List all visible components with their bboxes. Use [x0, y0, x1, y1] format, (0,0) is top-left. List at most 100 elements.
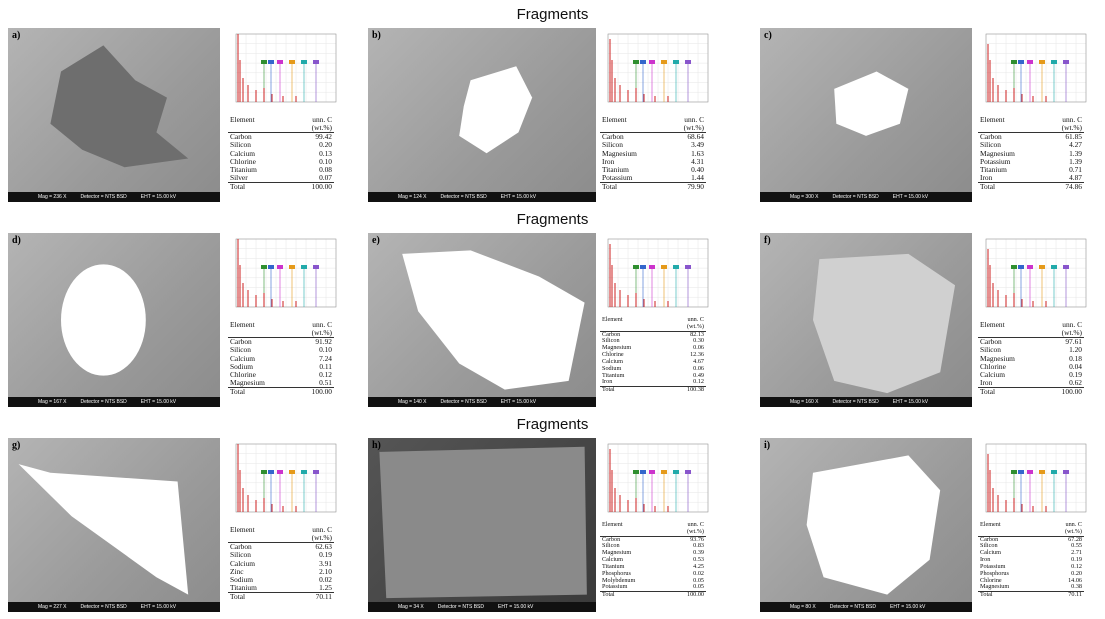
magnification: Mag = 300 X [790, 194, 819, 200]
spectrum-tag [1011, 60, 1017, 64]
spectrum-tag [633, 60, 639, 64]
spectrum-tag [661, 60, 667, 64]
table-total: Total100.00 [228, 183, 334, 192]
table: Elementunn. C(wt.%)Carbon93.76Silicon0.8… [600, 522, 706, 599]
spectrum-tag [673, 265, 679, 269]
spectrum-tag [301, 60, 307, 64]
spectrum-tag [1027, 470, 1033, 474]
table: Elementunn. C(wt.%)Carbon91.92Silicon0.1… [228, 321, 334, 396]
spectrum-tag [1051, 265, 1057, 269]
spectrum-tag [268, 470, 274, 474]
total-value: 74.86 [1043, 183, 1084, 192]
sem-info-bar: Mag = 160 XDetector = NTS BSDEHT = 15.00… [760, 397, 972, 407]
sem-info-bar: Mag = 300 XDetector = NTS BSDEHT = 15.00… [760, 192, 972, 202]
table-row: Titanium0.49 [600, 373, 706, 380]
table: Elementunn. C(wt.%)Carbon67.28Silicon0.5… [978, 522, 1084, 599]
particle [379, 447, 586, 598]
total-value: 70.11 [287, 593, 334, 602]
micrograph: g)Mag = 227 XDetector = NTS BSDEHT = 15.… [8, 438, 220, 612]
total-value: 79.90 [665, 183, 706, 192]
particle [813, 254, 955, 393]
eds-spectrum [600, 235, 712, 315]
composition-table: Elementunn. C(wt.%)Carbon82.13Silicon0.3… [600, 317, 706, 394]
table-total: Total79.90 [600, 183, 706, 192]
sem-info-bar: Mag = 80 XDetector = NTS BSDEHT = 15.00 … [760, 602, 972, 612]
particle-shape [760, 233, 972, 407]
composition-table: Elementunn. C(wt.%)Carbon68.64Silicon3.4… [600, 116, 706, 191]
particle [402, 250, 584, 389]
eht: EHT = 15.00 kV [890, 604, 925, 610]
spectrum-tag [1011, 265, 1017, 269]
panel-label: h) [372, 440, 381, 451]
spectrum-tag [1011, 470, 1017, 474]
spectrum-tag [1051, 60, 1057, 64]
micrograph: a)Mag = 236 XDetector = NTS BSDEHT = 15.… [8, 28, 220, 202]
spectrum-tag [1039, 265, 1045, 269]
spectrum-tag [1027, 265, 1033, 269]
magnification: Mag = 227 X [38, 604, 67, 610]
spectrum-tag [1039, 470, 1045, 474]
spectrum-tag [673, 470, 679, 474]
spectrum-tag [1018, 265, 1024, 269]
particle [50, 45, 188, 167]
particle [19, 464, 189, 594]
panel-label: c) [764, 30, 772, 41]
particle-shape [8, 28, 220, 202]
eht: EHT = 15.00 kV [141, 194, 176, 200]
spectrum-tag [661, 470, 667, 474]
magnification: Mag = 124 X [398, 194, 427, 200]
total-label: Total [228, 388, 293, 397]
particle [834, 72, 908, 136]
total-label: Total [978, 388, 1043, 397]
spectrum-tag [313, 265, 319, 269]
sem-info-bar: Mag = 140 XDetector = NTS BSDEHT = 15.00… [368, 397, 596, 407]
detector: Detector = NTS BSD [438, 604, 484, 610]
particle-shape [368, 438, 596, 612]
spectrum-tag [649, 265, 655, 269]
magnification: Mag = 34 X [398, 604, 424, 610]
spectrum-tag [268, 265, 274, 269]
total-label: Total [978, 592, 1043, 599]
eht: EHT = 15.00 kV [501, 399, 536, 405]
eds-spectrum [978, 30, 1090, 110]
panel-label: a) [12, 30, 20, 41]
particle [459, 66, 532, 153]
header-cell: Element [228, 526, 287, 534]
total-label: Total [600, 183, 665, 192]
eht: EHT = 15.00 kV [141, 604, 176, 610]
header-cell: Element [228, 321, 293, 329]
detector: Detector = NTS BSD [833, 399, 879, 405]
header-cell: Element [978, 522, 1043, 529]
detector: Detector = NTS BSD [81, 604, 127, 610]
magnification: Mag = 160 X [790, 399, 819, 405]
table: Elementunn. C(wt.%)Carbon99.42Silicon0.2… [228, 116, 334, 191]
panel-label: b) [372, 30, 381, 41]
micrograph: c) Mag = 300 XDetector = NTS BSDEHT = 15.… [760, 28, 972, 202]
panel-label: f) [764, 235, 771, 246]
panel-label: e) [372, 235, 380, 246]
spectrum-tag [277, 470, 283, 474]
eds-spectrum [978, 235, 1090, 315]
spectrum-tag [261, 470, 267, 474]
eds-spectrum [228, 235, 340, 315]
particle [61, 264, 146, 375]
header-cell: Element [600, 116, 665, 124]
table-total: Total70.11 [228, 593, 334, 602]
spectrum-tag [301, 470, 307, 474]
header-cell: Element [600, 317, 665, 324]
panel-label: i) [764, 440, 770, 451]
page: {"sections":[{"title":"Fragments"},{"tit… [0, 0, 1105, 619]
total-value: 100.00 [287, 183, 334, 192]
spectrum-tag [1051, 470, 1057, 474]
spectrum-tag [673, 60, 679, 64]
eht: EHT = 15.00 kV [141, 399, 176, 405]
total-value: 100.38 [665, 387, 706, 394]
micrograph: i) Mag = 80 XDetector = NTS BSDEHT = 15.0… [760, 438, 972, 612]
eht: EHT = 15.00 kV [893, 194, 928, 200]
